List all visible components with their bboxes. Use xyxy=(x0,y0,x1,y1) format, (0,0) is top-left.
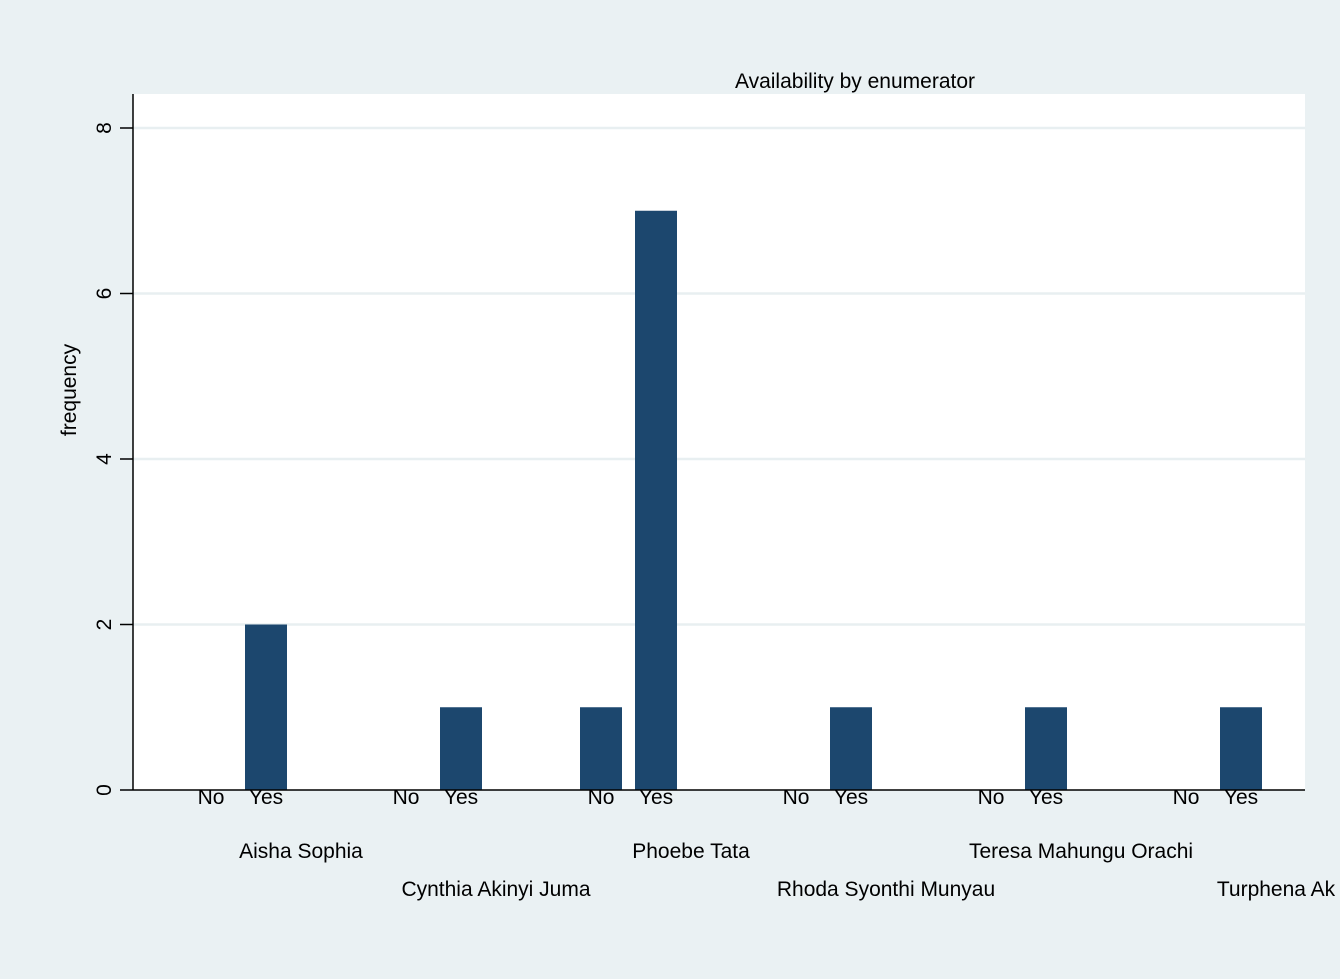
y-tick-label: 2 xyxy=(93,619,116,631)
bar xyxy=(580,707,622,790)
bars xyxy=(245,210,1262,790)
chart-title: Availability by enumerator xyxy=(735,70,975,93)
plot-background xyxy=(133,94,1305,790)
axes xyxy=(132,94,1305,791)
x-category-label: No xyxy=(1173,786,1200,809)
x-group-label: Cynthia Akinyi Juma xyxy=(401,878,590,901)
x-category-label: Yes xyxy=(444,786,478,809)
x-group-label: Aisha Sophia xyxy=(239,840,363,863)
x-category-label: No xyxy=(198,786,225,809)
x-category-label: Yes xyxy=(639,786,673,809)
grid-lines xyxy=(133,126,1305,626)
x-category-label: Yes xyxy=(1224,786,1258,809)
bar xyxy=(635,210,677,790)
x-category-label: No xyxy=(783,786,810,809)
y-tick-label: 4 xyxy=(93,453,116,465)
bar xyxy=(830,707,872,790)
bar xyxy=(440,707,482,790)
bar xyxy=(1025,707,1067,790)
x-category-label: No xyxy=(978,786,1005,809)
bar xyxy=(1220,707,1262,790)
y-tick-label: 0 xyxy=(93,784,116,796)
x-labels: No Yes Aisha Sophia No Yes Cynthia Akinyi Jum… xyxy=(198,786,1336,901)
x-category-label: Yes xyxy=(249,786,283,809)
y-tick-label: 8 xyxy=(93,122,116,134)
x-category-label: No xyxy=(588,786,615,809)
x-category-label: Yes xyxy=(1029,786,1063,809)
x-group-label: Rhoda Syonthi Munyau xyxy=(777,878,995,901)
y-tick-label: 6 xyxy=(93,288,116,300)
x-group-label: Teresa Mahungu Orachi xyxy=(969,840,1193,863)
x-group-label: Phoebe Tata xyxy=(632,840,750,863)
x-category-label: Yes xyxy=(834,786,868,809)
y-axis-label: frequency xyxy=(58,343,81,436)
x-group-label: Turphena Ak xyxy=(1217,878,1336,901)
x-category-label: No xyxy=(393,786,420,809)
bar xyxy=(245,624,287,790)
y-ticks: 0 2 4 6 8 xyxy=(93,122,133,796)
